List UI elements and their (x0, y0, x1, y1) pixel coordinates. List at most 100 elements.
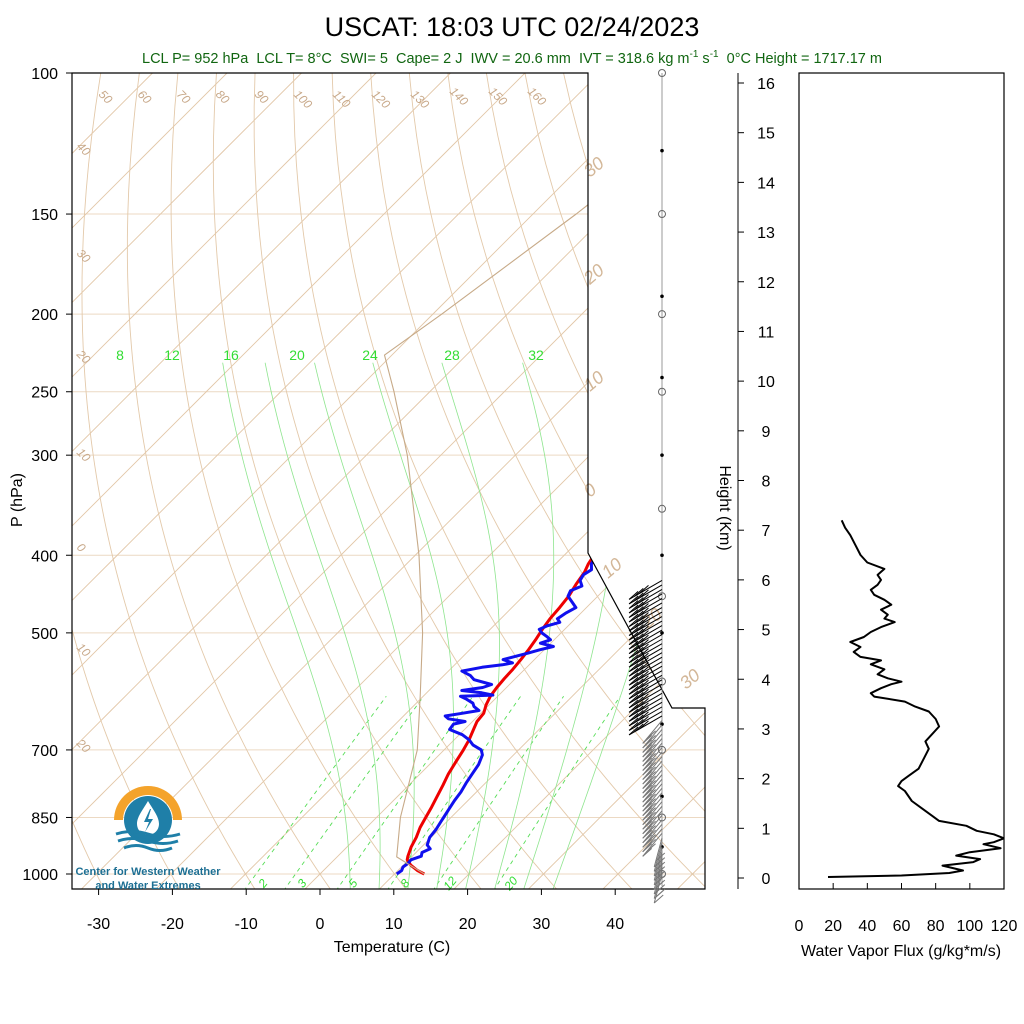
skewt-background-lines (72, 73, 1024, 891)
temperature-tick-label: 10 (385, 916, 403, 933)
wind-barbs (628, 69, 666, 904)
profile-temperature (405, 554, 596, 876)
mixing-ratio-label: 28 (444, 347, 460, 363)
flux-tick-label: 20 (824, 918, 842, 935)
wind-barb (628, 674, 663, 695)
wind-level-dot (660, 375, 664, 380)
profile-parcel (383, 73, 705, 875)
wind-barb (642, 720, 663, 744)
wind-barb (628, 683, 663, 704)
dry-adiabat-label: 140 (447, 84, 471, 108)
wind-barb (642, 810, 663, 835)
pressure-tick-label: 400 (31, 548, 58, 565)
wind-barb (642, 756, 663, 780)
temperature-tick-label: -30 (87, 916, 110, 933)
wind-barb (642, 792, 663, 817)
dry-adiabat-line (212, 73, 484, 889)
isotherm-line (72, 73, 705, 889)
wind-barb (628, 584, 663, 605)
dry-adiabat-label: 160 (525, 84, 549, 108)
dry-adiabat-label: 50 (96, 87, 116, 107)
mixing-ratio-label: 5 (345, 876, 360, 890)
dry-adiabat-label: 40 (74, 139, 94, 159)
wind-calm-circle (658, 69, 666, 77)
moist-adiabat-label: 20 (579, 260, 608, 289)
moist-adiabat-label: 10 (580, 367, 608, 395)
dry-adiabat-line (601, 73, 705, 889)
dry-adiabat-label: 100 (291, 87, 315, 111)
skewt-frame (71, 72, 706, 890)
isotherm-line (302, 73, 705, 889)
chart-title: USCAT: 18:03 UTC 02/24/2023 (325, 12, 700, 42)
moist-adiabat-line (264, 362, 381, 889)
pressure-tick-label: 200 (31, 307, 58, 324)
wind-barb (628, 607, 663, 627)
height-tick-label: 13 (757, 225, 775, 242)
moist-adiabat-line (222, 362, 351, 889)
moist-adiabat-line (441, 362, 500, 889)
height-tick-label: 5 (762, 623, 771, 640)
cw3e-logo: Center for Western Weather and Water Ext… (75, 786, 221, 892)
height-tick-label: 6 (762, 573, 771, 590)
dry-adiabat-line (331, 73, 705, 889)
mixing-ratio-line (386, 696, 521, 889)
wind-barb (628, 697, 663, 718)
wind-level-dot (660, 631, 664, 635)
dry-adiabat-label: 0 (74, 540, 89, 555)
subtitle-ivt: IVT = 318.6 kg m (579, 51, 690, 67)
temperature-tick-label: 30 (533, 916, 551, 933)
wind-level-dot (660, 794, 664, 799)
skewt-profiles (383, 73, 705, 876)
mixing-ratio-line (432, 696, 564, 889)
flux-tick-label: 0 (795, 918, 804, 935)
isotherm-line (72, 73, 228, 889)
subtitle-iwv: IWV = 20.6 mm (471, 51, 571, 67)
wind-barb (642, 747, 663, 771)
wind-calm-circle (658, 504, 666, 513)
dry-adiabat-label: 60 (135, 87, 155, 107)
wind-barb (642, 787, 663, 812)
mixing-ratio-line (243, 696, 387, 889)
wind-barb (628, 665, 663, 686)
height-tick-label: 2 (762, 772, 771, 789)
mixing-ratio-label: 32 (528, 347, 544, 363)
isotherm-line (153, 73, 705, 889)
pressure-tick-label: 500 (31, 626, 58, 643)
dry-adiabat-line (640, 73, 705, 889)
flux-tick-label: 80 (927, 918, 945, 935)
isotherm-line (377, 73, 705, 889)
flux-plot-frame (798, 72, 1005, 890)
mixing-ratio-label: 20 (289, 347, 305, 363)
logo-line2: and Water Extremes (95, 880, 200, 892)
wind-calm-circle (658, 745, 666, 754)
wind-level-dot (660, 553, 664, 558)
height-tick-label: 8 (762, 474, 771, 491)
flux-profile-line (827, 519, 1004, 878)
logo-bolt-icon (144, 809, 153, 832)
dry-adiabat-label: 10 (74, 445, 94, 465)
dry-adiabat-label: 20 (73, 347, 93, 367)
wind-calm-circle (658, 387, 666, 396)
moist-adiabat-line (493, 362, 555, 889)
wind-barb (628, 598, 663, 618)
wind-barb (628, 701, 663, 722)
isotherm-line (526, 73, 705, 889)
dry-adiabat-line (72, 73, 181, 889)
dry-adiabat-label: 120 (369, 87, 393, 111)
mixing-ratio-line (283, 696, 424, 889)
moist-adiabat-label: 0 (580, 479, 601, 501)
height-tick-label: 10 (757, 374, 775, 391)
wind-barb (628, 579, 663, 600)
wind-barb (628, 593, 663, 614)
isotherm-line (72, 73, 526, 889)
chart-subtitle: LCL P= 952 hPa LCL T= 8°C SWI= 5 Cape= 2… (142, 49, 882, 67)
subtitle-swi: SWI= 5 (340, 51, 388, 67)
wind-barb (628, 647, 663, 668)
wind-barb (628, 638, 663, 659)
pressure-tick-label: 300 (31, 448, 58, 465)
temperature-axis-label: Temperature (C) (334, 939, 450, 956)
wind-barb (628, 715, 663, 736)
dry-adiabat-line (756, 73, 1024, 891)
wind-barb (628, 611, 663, 632)
wind-barb (628, 679, 663, 700)
